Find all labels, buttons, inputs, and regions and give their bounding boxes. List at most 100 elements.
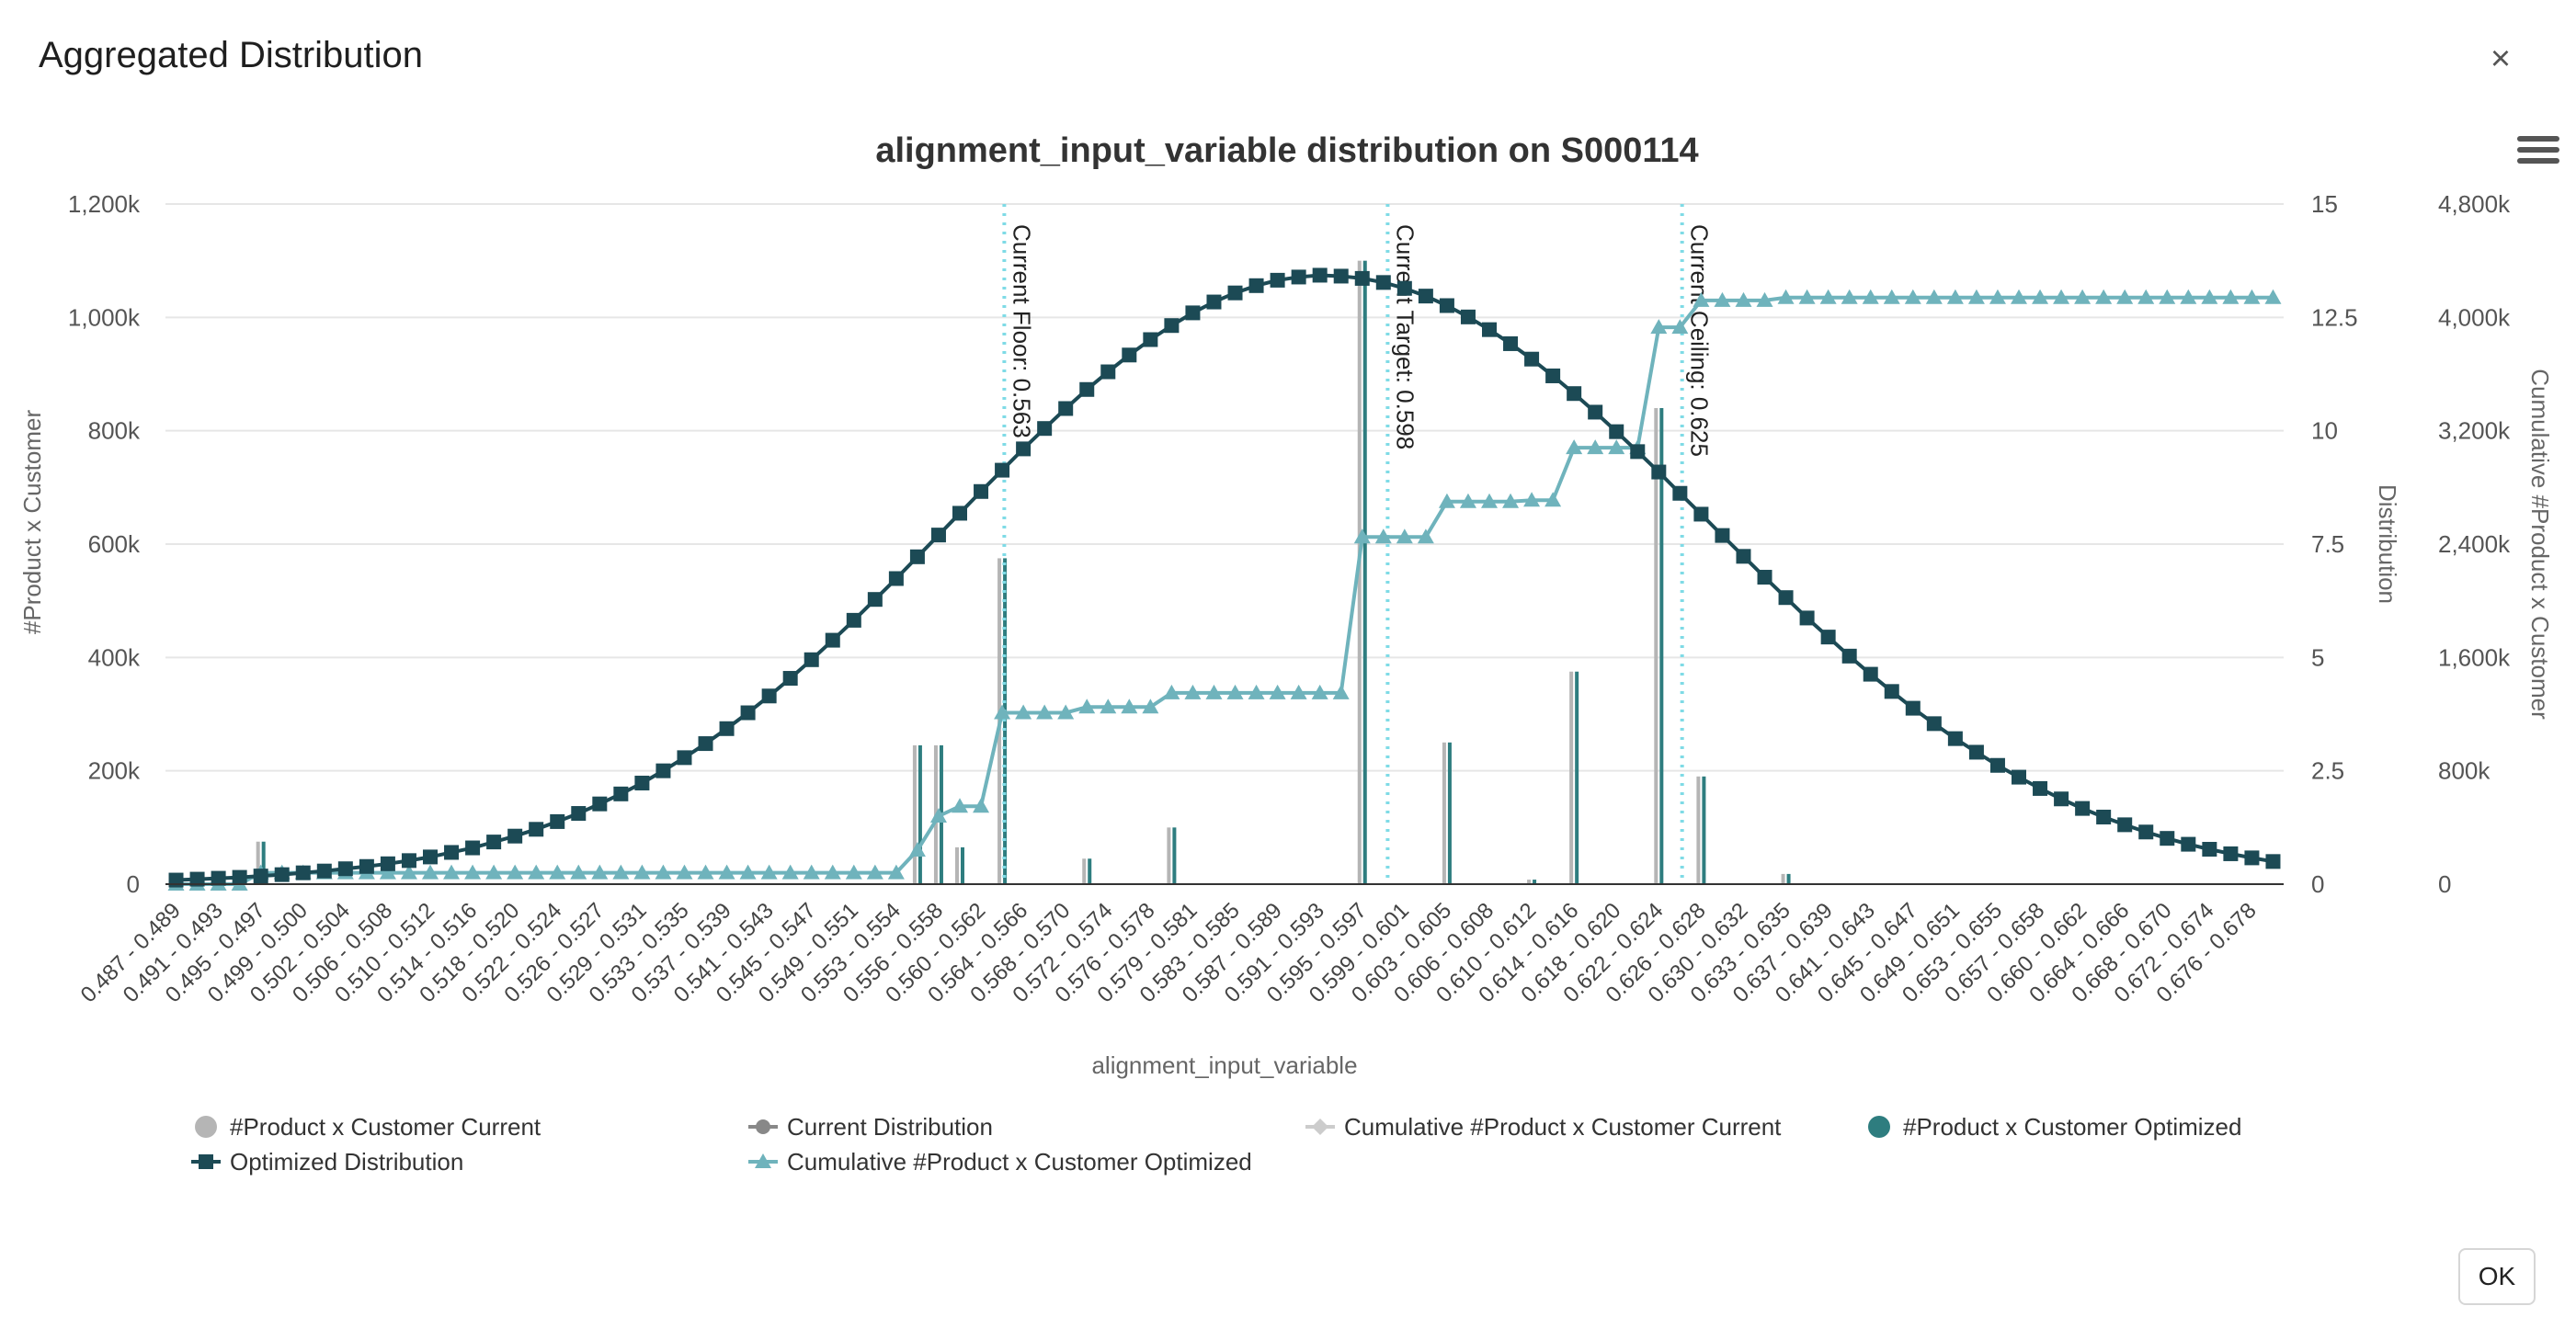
optimized-distribution-point: [1079, 381, 1095, 397]
cumulative-optimized-point: [633, 864, 651, 880]
bar-current: [256, 841, 260, 884]
legend-label: #Product x Customer Current: [230, 1113, 541, 1141]
axes: 0 200k 400k 600k 800k 1,000k 1,200k 0 2.5 5 7.5 10 1…: [68, 190, 2511, 1007]
bar-optimized: [1575, 671, 1579, 884]
optimized-distribution-point: [2054, 791, 2069, 807]
cumulative-optimized-point: [1967, 289, 1985, 304]
cumulative-optimized-point: [2180, 289, 2197, 304]
cumulative-optimized-point: [1353, 528, 1371, 544]
cumulative-optimized-point: [1374, 528, 1392, 544]
cumulative-optimized-point: [1226, 684, 1244, 699]
cumulative-optimized-point: [1078, 699, 1096, 714]
legend-label: #Product x Customer Optimized: [1903, 1113, 2241, 1141]
bar-current: [1781, 873, 1785, 884]
cumulative-optimized-point: [464, 864, 482, 880]
cumulative-optimized-point: [1417, 528, 1434, 544]
cumulative-optimized-point: [824, 864, 841, 880]
cumulative-optimized-point: [2011, 289, 2027, 304]
legend-symbol: [1868, 1116, 1890, 1138]
optimized-distribution-point: [782, 671, 798, 687]
optimized-distribution-point: [1567, 386, 1582, 402]
optimized-distribution-point: [550, 813, 565, 829]
y-tick-label-right2: 0: [2438, 870, 2451, 898]
bar-optimized: [1362, 260, 1367, 885]
chart-menu-button[interactable]: [2517, 136, 2559, 169]
plot-line-label: Current Ceiling: 0.625: [1686, 224, 1714, 457]
legend-symbol: [195, 1116, 217, 1138]
optimized-distribution-point: [1312, 267, 1328, 283]
optimized-distribution-point: [507, 828, 523, 844]
legend-symbol: [755, 1153, 771, 1168]
bar-current: [1654, 408, 1658, 884]
optimized-distribution-point: [1799, 610, 1815, 626]
cumulative-optimized-point: [1587, 439, 1604, 455]
optimized-distribution-point: [825, 632, 840, 648]
optimized-distribution-point: [2181, 836, 2196, 852]
cumulative-optimized-point: [1883, 289, 1900, 304]
close-button[interactable]: ×: [2490, 40, 2512, 78]
legend-item[interactable]: #Product x Customer Current: [195, 1113, 541, 1141]
y-tick-label-right: 10: [2311, 417, 2338, 445]
bar-current: [912, 744, 917, 884]
optimized-distribution-point: [529, 822, 544, 837]
cumulative-optimized-point: [1311, 684, 1328, 699]
cumulative-optimized-point: [908, 842, 926, 857]
cumulative-optimized-point: [1862, 289, 1879, 304]
cumulative-optimized-point: [570, 864, 587, 880]
cumulative-optimized-point: [1438, 493, 1455, 508]
optimized-distribution-point: [1354, 270, 1370, 286]
bar-optimized: [1659, 408, 1664, 884]
optimized-distribution-point: [465, 840, 481, 856]
y-tick-label-left: 1,200k: [68, 190, 141, 218]
optimized-distribution-point: [1185, 305, 1201, 321]
legend-item[interactable]: #Product x Customer Optimized: [1868, 1113, 2241, 1141]
cumulative-optimized-series: [167, 289, 2282, 891]
cumulative-optimized-point: [887, 864, 905, 880]
optimized-distribution-point: [337, 861, 353, 877]
optimized-distribution-point: [719, 721, 735, 736]
optimized-distribution-point: [634, 775, 650, 790]
optimized-distribution-point: [1524, 351, 1540, 367]
optimized-distribution-point: [1672, 485, 1688, 501]
legend[interactable]: #Product x Customer Current Current Distr…: [191, 1113, 2241, 1176]
optimized-distribution-point: [423, 849, 438, 865]
cumulative-optimized-point: [1904, 289, 1921, 304]
cumulative-optimized-point: [1946, 289, 1964, 304]
y-tick-label-right2: 4,800k: [2438, 190, 2511, 218]
legend-label: Current Distribution: [787, 1113, 993, 1141]
optimized-distribution-point: [1736, 549, 1751, 564]
y-axis-title-right2: Cumulative #Product x Customer: [2526, 369, 2554, 720]
y-tick-label-right: 0: [2311, 870, 2324, 898]
optimized-distribution-point: [1396, 280, 1412, 296]
optimized-distribution-point: [613, 786, 629, 801]
cumulative-optimized-point: [760, 864, 778, 880]
legend-item[interactable]: Cumulative #Product x Customer Optimized: [748, 1148, 1252, 1176]
optimized-distribution-point: [1270, 272, 1285, 288]
optimized-distribution-point: [1227, 285, 1243, 301]
optimized-distribution-point: [444, 845, 460, 860]
optimized-distribution-point: [1375, 275, 1391, 290]
cumulative-optimized-point: [1100, 699, 1117, 714]
optimized-distribution-point: [1968, 744, 1984, 760]
legend-item[interactable]: Optimized Distribution: [191, 1148, 463, 1176]
cumulative-optimized-point: [718, 864, 735, 880]
optimized-distribution-point: [867, 592, 883, 608]
cumulative-optimized-point: [443, 864, 461, 880]
optimized-distribution-point: [1863, 666, 1878, 682]
optimized-distribution-point: [930, 528, 946, 543]
optimized-distribution-point: [888, 571, 904, 586]
optimized-distribution-point: [486, 835, 502, 850]
ok-button[interactable]: OK: [2458, 1248, 2536, 1305]
cumulative-optimized-point: [1989, 289, 2006, 304]
bar-current: [1527, 880, 1532, 884]
legend-item[interactable]: Cumulative #Product x Customer Current: [1305, 1113, 1782, 1141]
optimized-distribution-point: [211, 870, 226, 886]
optimized-distribution-point: [232, 869, 247, 885]
optimized-distribution-point: [2096, 809, 2112, 824]
y-tick-label-right: 5: [2311, 643, 2324, 671]
optimized-distribution-point: [1418, 289, 1433, 304]
cumulative-optimized-point: [507, 864, 524, 880]
legend-label: Cumulative #Product x Customer Optimized: [787, 1148, 1252, 1176]
bar-current: [1569, 671, 1574, 884]
legend-item[interactable]: Current Distribution: [748, 1113, 993, 1141]
